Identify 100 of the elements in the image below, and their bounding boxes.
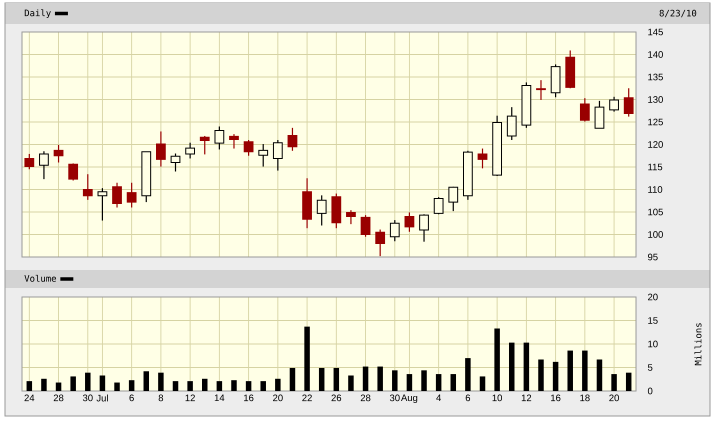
candlestick: [390, 220, 400, 242]
x-tick-label: 12: [522, 394, 532, 402]
candlestick: [360, 214, 370, 238]
bar: [275, 378, 281, 391]
bar: [582, 350, 588, 391]
x-tick-label: 28: [360, 394, 370, 402]
x-tick-label: 30: [82, 394, 93, 402]
bar: [362, 366, 368, 391]
candlestick: [448, 186, 458, 212]
candlestick: [54, 144, 64, 164]
bar: [552, 362, 558, 391]
bar: [436, 374, 442, 391]
y-tick-label: 15: [648, 317, 658, 324]
x-tick-label: 16: [244, 394, 254, 402]
bar: [538, 360, 544, 391]
bar: [406, 374, 412, 391]
y-tick-label: 130: [648, 96, 663, 103]
x-tick-label: 18: [580, 394, 590, 402]
y-tick-label: 140: [648, 51, 663, 58]
candlestick: [478, 148, 488, 169]
candlestick: [68, 162, 78, 182]
bar: [318, 368, 324, 391]
y-tick-label: 0: [648, 388, 652, 394]
x-tick-label: Aug: [401, 394, 418, 403]
candlestick: [404, 212, 414, 232]
x-tick-label: 16: [551, 394, 560, 402]
candlestick: [288, 127, 298, 152]
y-tick-label: 10: [648, 340, 658, 348]
bar: [450, 374, 456, 391]
bar: [187, 381, 193, 391]
x-tick-label: Jul: [96, 394, 108, 402]
candlestick: [375, 228, 386, 257]
y-tick-label: 125: [648, 118, 663, 126]
bar: [392, 370, 398, 391]
candlestick: [506, 106, 517, 141]
candlestick: [594, 100, 604, 129]
candlestick: [580, 98, 590, 122]
candlestick: [272, 139, 283, 172]
y-tick-label: 110: [648, 186, 662, 193]
bar: [480, 376, 486, 391]
bar: [626, 372, 632, 391]
candlestick: [609, 96, 619, 112]
bar: [85, 372, 91, 391]
x-tick-label: 20: [609, 394, 619, 402]
x-tick-label: 12: [186, 394, 195, 402]
candlestick: [126, 182, 137, 208]
x-tick-label: 4: [436, 394, 442, 402]
bar: [377, 366, 383, 391]
candlestick: [170, 152, 180, 172]
bar: [465, 358, 471, 391]
x-tick-label: 26: [332, 394, 342, 402]
y-tick-label: 20: [648, 294, 658, 300]
candlestick: [39, 150, 49, 180]
x-tick-label: 30: [390, 394, 400, 402]
x-tick-label: 8: [158, 394, 164, 402]
legend-label: Daily: [24, 9, 51, 18]
bar: [508, 342, 514, 391]
candlestick: [156, 130, 166, 168]
x-tick-label: 22: [302, 394, 312, 402]
candlestick: [185, 142, 196, 160]
bar: [144, 371, 150, 391]
bar: [231, 380, 237, 391]
bar: [100, 375, 106, 391]
bar: [202, 378, 208, 391]
y-tick-label: 100: [648, 231, 663, 238]
bar: [260, 381, 266, 391]
text: 8/23/10: [660, 10, 696, 18]
y-tick-label: 120: [648, 141, 663, 148]
y-tick-label: 95: [648, 254, 658, 260]
y-tick-label: 5: [648, 364, 652, 371]
bar: [334, 368, 340, 391]
x-tick-label: 24: [24, 394, 34, 402]
legend-label: Volume: [24, 274, 56, 282]
x-tick-label: 6: [466, 394, 470, 402]
bar: [70, 376, 76, 391]
candlestick: [624, 88, 634, 118]
bar: [216, 381, 222, 391]
x-tick-label: 6: [130, 394, 134, 402]
bar: [494, 328, 500, 391]
y-tick-label: 115: [648, 164, 662, 170]
bar: [290, 368, 296, 391]
candlestick: [419, 214, 429, 242]
candlestick: [536, 80, 546, 101]
x-tick-label: 20: [273, 394, 283, 402]
candlestick: [434, 196, 444, 215]
candlestick: [200, 135, 210, 155]
candlestick: [82, 174, 93, 200]
bar: [26, 381, 32, 391]
bar: [172, 381, 178, 391]
y-tick-label: 105: [648, 208, 663, 216]
candlestick: [316, 194, 327, 226]
bar: [114, 382, 120, 391]
x-tick-label: 14: [214, 394, 224, 402]
bar: [611, 374, 617, 391]
bar: [128, 380, 134, 391]
candlestick: [214, 126, 224, 150]
bar: [567, 350, 573, 391]
candlestick: [258, 143, 268, 168]
candlestick: [112, 182, 122, 208]
candlestick: [98, 188, 108, 222]
